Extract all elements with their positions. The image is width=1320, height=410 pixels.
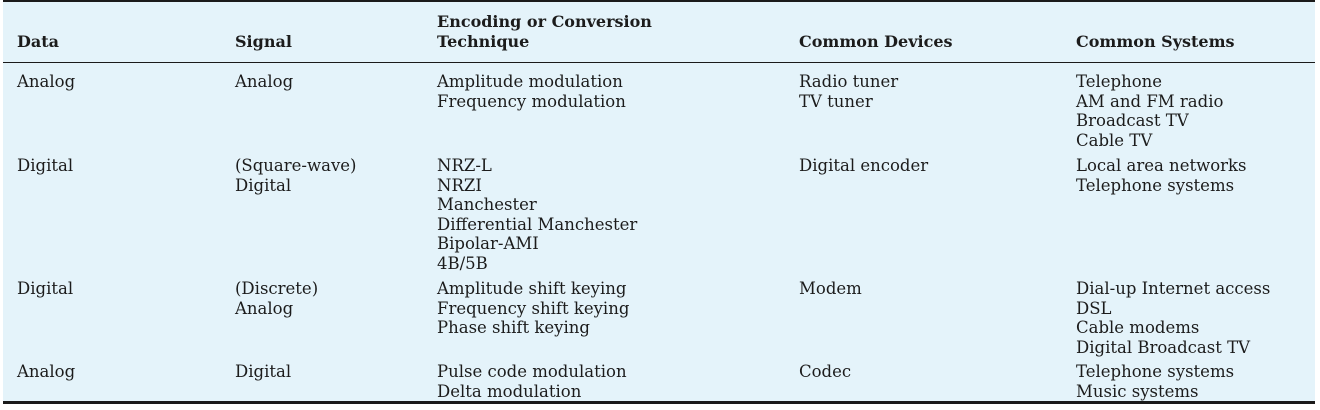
cell-data: Analog (3, 63, 221, 157)
cell-technique: Amplitude modulation Frequency modulatio… (423, 63, 785, 157)
cell-line: Codec (799, 362, 852, 381)
encoding-techniques-table: Data Signal Encoding or Conversion Techn… (3, 2, 1315, 407)
table-row: Analog Analog Amplitude modulation Frequ… (3, 63, 1315, 157)
cell-line: Digital (235, 175, 292, 195)
cell-line: Dial-up Internet access (1076, 279, 1271, 298)
header-systems: Common Systems (1062, 2, 1315, 63)
cell-line: Frequency modulation (437, 91, 626, 111)
cell-data: Digital (3, 156, 221, 279)
cell-line: (Discrete) (235, 279, 319, 298)
cell-line: Digital (17, 279, 74, 298)
cell-line: NRZI (437, 175, 482, 195)
cell-line: Digital Broadcast TV (1076, 337, 1251, 357)
cell-line: Broadcast TV (1076, 111, 1189, 130)
table-row: Digital (Square-wave) Digital NRZ-L NRZI… (3, 156, 1315, 279)
cell-systems: Local area networks Telephone systems (1062, 156, 1315, 279)
cell-technique: Amplitude shift keying Frequency shift k… (423, 279, 785, 362)
cell-line: Bipolar-AMI (437, 234, 539, 253)
cell-devices: Codec (785, 362, 1062, 407)
cell-line: TV tuner (799, 91, 873, 111)
cell-line: Music systems (1076, 381, 1199, 401)
cell-line: Telephone systems (1076, 362, 1235, 381)
cell-line: AM and FM radio (1076, 91, 1224, 111)
cell-technique: Pulse code modulation Delta modulation (423, 362, 785, 407)
cell-line: Differential Manchester (437, 214, 638, 234)
cell-line: Analog (235, 72, 294, 91)
cell-devices: Radio tuner TV tuner (785, 63, 1062, 157)
table-row: Analog Digital Pulse code modulation Del… (3, 362, 1315, 407)
cell-devices: Digital encoder (785, 156, 1062, 279)
cell-signal: Digital (221, 362, 423, 407)
cell-line: Telephone (1076, 72, 1163, 91)
cell-systems: Dial-up Internet access DSL Cable modems… (1062, 279, 1315, 362)
header-technique: Encoding or Conversion Technique (423, 2, 785, 63)
cell-line: Telephone systems (1076, 175, 1235, 195)
cell-line: Frequency shift keying (437, 298, 630, 318)
cell-line: Amplitude modulation (437, 72, 623, 91)
cell-line: Pulse code modulation (437, 362, 627, 381)
cell-line: Phase shift keying (437, 318, 590, 337)
cell-data: Digital (3, 279, 221, 362)
cell-line: Digital (235, 362, 292, 381)
cell-systems: Telephone AM and FM radio Broadcast TV C… (1062, 63, 1315, 157)
cell-devices: Modem (785, 279, 1062, 362)
cell-line: Digital (17, 156, 74, 175)
header-signal: Signal (221, 2, 423, 63)
cell-technique: NRZ-L NRZI Manchester Differential Manch… (423, 156, 785, 279)
cell-line: NRZ-L (437, 156, 492, 175)
cell-line: Analog (17, 362, 76, 381)
header-technique-line: Technique (437, 32, 530, 51)
cell-line: Analog (17, 72, 76, 91)
cell-line: 4B/5B (437, 253, 488, 273)
cell-line: Amplitude shift keying (437, 279, 627, 298)
cell-signal: (Square-wave) Digital (221, 156, 423, 279)
table-header-row: Data Signal Encoding or Conversion Techn… (3, 2, 1315, 63)
cell-line: (Square-wave) (235, 156, 357, 175)
cell-signal: Analog (221, 63, 423, 157)
table-row: Digital (Discrete) Analog Amplitude shif… (3, 279, 1315, 362)
header-data: Data (3, 2, 221, 63)
cell-line: DSL (1076, 298, 1112, 318)
cell-line: Digital encoder (799, 156, 929, 175)
cell-line: Analog (235, 298, 294, 318)
encoding-table-panel: Data Signal Encoding or Conversion Techn… (3, 0, 1315, 404)
cell-line: Cable modems (1076, 318, 1200, 337)
cell-line: Manchester (437, 195, 537, 214)
cell-line: Delta modulation (437, 381, 582, 401)
cell-line: Local area networks (1076, 156, 1247, 175)
cell-data: Analog (3, 362, 221, 407)
header-technique-line: Encoding or Conversion (437, 12, 652, 31)
cell-line: Radio tuner (799, 72, 899, 91)
header-devices: Common Devices (785, 2, 1062, 63)
cell-systems: Telephone systems Music systems (1062, 362, 1315, 407)
cell-signal: (Discrete) Analog (221, 279, 423, 362)
cell-line: Cable TV (1076, 130, 1153, 150)
cell-line: Modem (799, 279, 862, 298)
